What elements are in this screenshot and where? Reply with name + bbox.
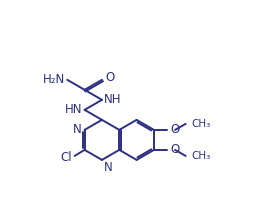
- Text: Cl: Cl: [60, 151, 72, 164]
- Text: NH: NH: [104, 93, 122, 106]
- Text: H₂N: H₂N: [43, 73, 65, 86]
- Text: O: O: [170, 123, 180, 136]
- Text: O: O: [170, 143, 180, 156]
- Text: O: O: [105, 71, 114, 84]
- Text: CH₃: CH₃: [192, 151, 211, 161]
- Text: N: N: [103, 161, 112, 175]
- Text: CH₃: CH₃: [192, 119, 211, 129]
- Text: HN: HN: [65, 103, 82, 116]
- Text: N: N: [73, 123, 81, 136]
